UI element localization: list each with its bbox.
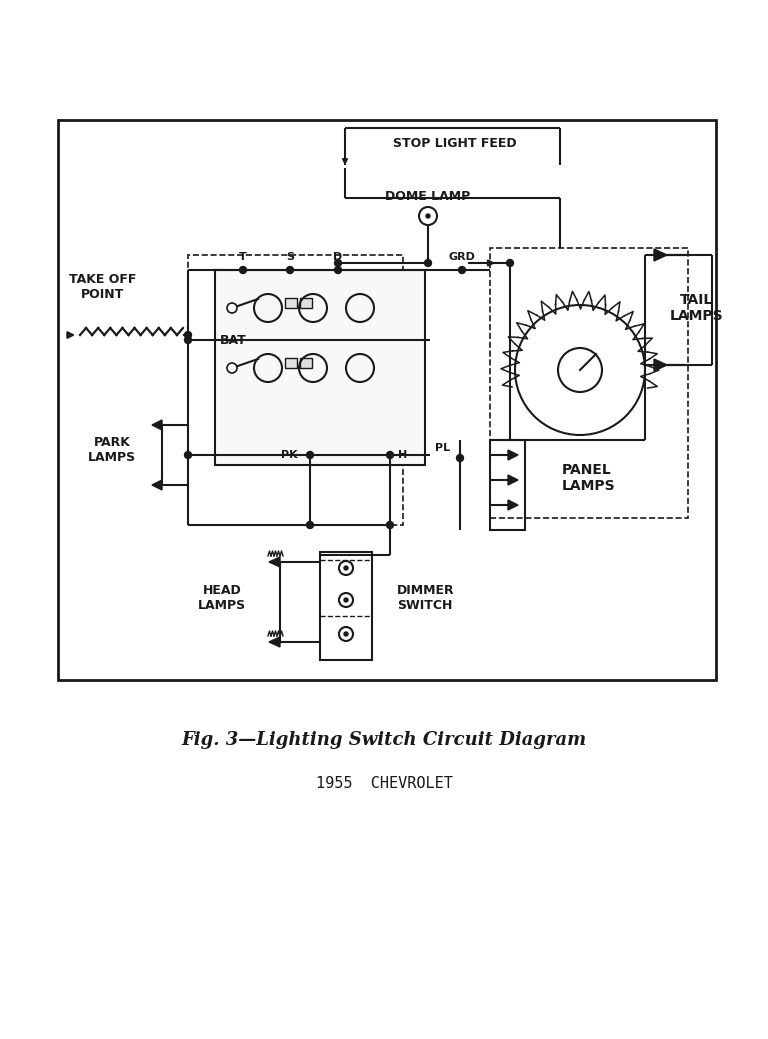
Polygon shape: [152, 480, 162, 490]
Bar: [188, 255, 403, 525]
Text: DIMMER
SWITCH: DIMMER SWITCH: [397, 584, 455, 612]
Circle shape: [344, 566, 348, 570]
Polygon shape: [269, 557, 280, 567]
Circle shape: [507, 260, 514, 266]
Text: DOME LAMP: DOME LAMP: [386, 189, 471, 203]
Circle shape: [339, 561, 353, 575]
Text: BAT: BAT: [220, 334, 247, 346]
Circle shape: [344, 598, 348, 602]
Bar: [490, 439, 525, 530]
Circle shape: [339, 627, 353, 641]
Polygon shape: [508, 475, 518, 485]
Polygon shape: [152, 420, 162, 430]
Circle shape: [335, 260, 342, 266]
Circle shape: [426, 214, 430, 218]
Circle shape: [184, 452, 191, 458]
Bar: [285, 298, 297, 308]
Text: S: S: [286, 252, 294, 262]
Text: T: T: [239, 252, 247, 262]
Polygon shape: [508, 500, 518, 510]
Circle shape: [386, 522, 393, 529]
Text: H: H: [398, 450, 407, 460]
Circle shape: [458, 266, 465, 273]
Circle shape: [386, 452, 393, 458]
Circle shape: [335, 266, 342, 273]
Circle shape: [286, 266, 293, 273]
Bar: [285, 358, 297, 368]
Polygon shape: [508, 450, 518, 460]
Text: TAIL
LAMPS: TAIL LAMPS: [670, 293, 723, 323]
Circle shape: [184, 331, 191, 339]
Text: 1955  CHEVROLET: 1955 CHEVROLET: [316, 775, 452, 791]
Circle shape: [344, 632, 348, 636]
Text: PANEL
LAMPS: PANEL LAMPS: [562, 463, 616, 494]
Circle shape: [227, 363, 237, 373]
Circle shape: [456, 454, 464, 461]
Text: HEAD
LAMPS: HEAD LAMPS: [198, 584, 246, 612]
Text: PARK
LAMPS: PARK LAMPS: [88, 436, 136, 464]
Text: Fig. 3—Lighting Switch Circuit Diagram: Fig. 3—Lighting Switch Circuit Diagram: [181, 731, 587, 749]
Text: GRD: GRD: [449, 252, 475, 262]
Text: D: D: [333, 252, 343, 262]
Bar: [300, 298, 312, 308]
Bar: [320, 552, 372, 660]
Circle shape: [339, 593, 353, 607]
Circle shape: [306, 452, 313, 458]
Circle shape: [240, 266, 247, 273]
Circle shape: [425, 260, 432, 266]
Bar: [215, 270, 425, 465]
Text: PL: PL: [435, 443, 450, 453]
Text: STOP LIGHT FEED: STOP LIGHT FEED: [393, 136, 517, 150]
Polygon shape: [654, 359, 667, 371]
Bar: [300, 358, 312, 368]
Polygon shape: [269, 637, 280, 647]
Text: TAKE OFF
POINT: TAKE OFF POINT: [69, 273, 137, 301]
Polygon shape: [654, 249, 667, 261]
Bar: [490, 248, 688, 518]
Circle shape: [184, 337, 191, 344]
Text: PK: PK: [281, 450, 298, 460]
Circle shape: [306, 522, 313, 529]
Circle shape: [227, 303, 237, 313]
Bar: [58, 119, 716, 680]
